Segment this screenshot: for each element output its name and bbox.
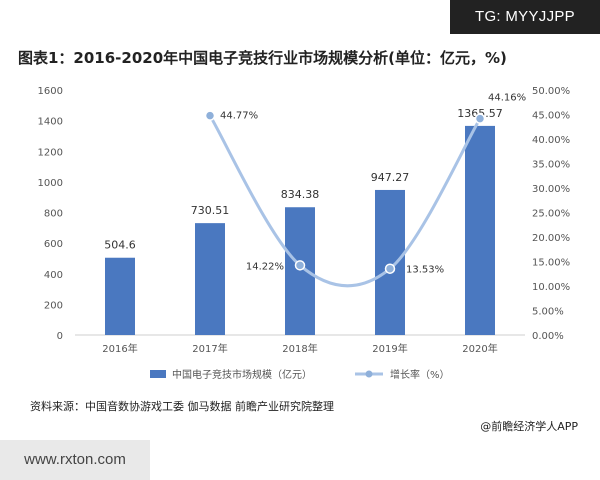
y-right-tick-label: 25.00%	[532, 209, 570, 220]
bar	[195, 223, 225, 335]
growth-rate-label: 44.16%	[488, 93, 526, 104]
growth-rate-marker	[294, 260, 306, 271]
y-left-tick-label: 0	[57, 331, 63, 342]
y-right-tick-label: 20.00%	[532, 233, 570, 244]
growth-rate-marker	[474, 113, 486, 124]
growth-rate-label: 13.53%	[406, 265, 444, 276]
combo-chart: 0 200 400 600 800 1000 1200 1400 1600 0.00% 5.00%…	[38, 86, 571, 381]
y-left-tick-label: 1000	[38, 178, 63, 189]
footer-domain: www.rxton.com	[0, 440, 150, 480]
growth-rate-line	[208, 114, 482, 288]
legend-marker-growth-rate	[365, 370, 373, 378]
y-right-tick-label: 30.00%	[532, 184, 570, 195]
y-right-tick-label: 45.00%	[532, 111, 570, 122]
y-left-tick-label: 200	[44, 300, 63, 311]
bar-value-label: 947.27	[371, 171, 410, 184]
y-right-tick-label: 5.00%	[532, 307, 564, 318]
y-left-tick-label: 1200	[38, 147, 63, 158]
bar-value-label: 834.38	[281, 188, 320, 201]
legend-label-market-size: 中国电子竞技市场规模（亿元）	[172, 368, 312, 381]
legend: 中国电子竞技市场规模（亿元） 增长率（%）	[150, 368, 450, 381]
chart-title: 图表1：2016-2020年中国电子竞技行业市场规模分析(单位：亿元，%)	[18, 49, 507, 67]
growth-rate-marker	[204, 110, 216, 121]
bar-value-label: 504.6	[104, 239, 136, 252]
x-tick-label: 2016年	[102, 342, 137, 355]
x-tick-label: 2018年	[282, 342, 317, 355]
credit-note: @前瞻经济学人APP	[480, 420, 578, 433]
y-left-tick-label: 600	[44, 239, 63, 250]
bar	[105, 257, 135, 335]
legend-label-growth-rate: 增长率（%）	[390, 368, 450, 381]
bar-value-label: 730.51	[191, 204, 230, 217]
y-right-tick-label: 10.00%	[532, 282, 570, 293]
growth-rate-label: 44.77%	[220, 111, 258, 122]
y-left-tick-label: 800	[44, 209, 63, 220]
x-tick-label: 2019年	[372, 342, 407, 355]
growth-rate-marker	[384, 263, 396, 274]
y-right-tick-label: 35.00%	[532, 160, 570, 171]
y-left-tick-label: 1400	[38, 117, 63, 128]
bar	[285, 207, 315, 335]
watermark-badge: TG: MYYJJPP	[450, 0, 600, 34]
y-right-tick-label: 40.00%	[532, 135, 570, 146]
x-tick-label: 2020年	[462, 342, 497, 355]
legend-swatch-market-size	[150, 370, 166, 378]
bar	[375, 189, 405, 335]
source-note: 资料来源：中国音数协游戏工委 伽马数据 前瞻产业研究院整理	[30, 400, 334, 413]
bar	[465, 125, 495, 335]
x-tick-label: 2017年	[192, 342, 227, 355]
y-right-tick-label: 0.00%	[532, 331, 564, 342]
y-right-tick-label: 15.00%	[532, 258, 570, 269]
growth-rate-label: 14.22%	[246, 261, 284, 272]
y-right-tick-label: 50.00%	[532, 86, 570, 97]
y-left-tick-label: 1600	[38, 86, 63, 97]
y-left-tick-label: 400	[44, 270, 63, 281]
